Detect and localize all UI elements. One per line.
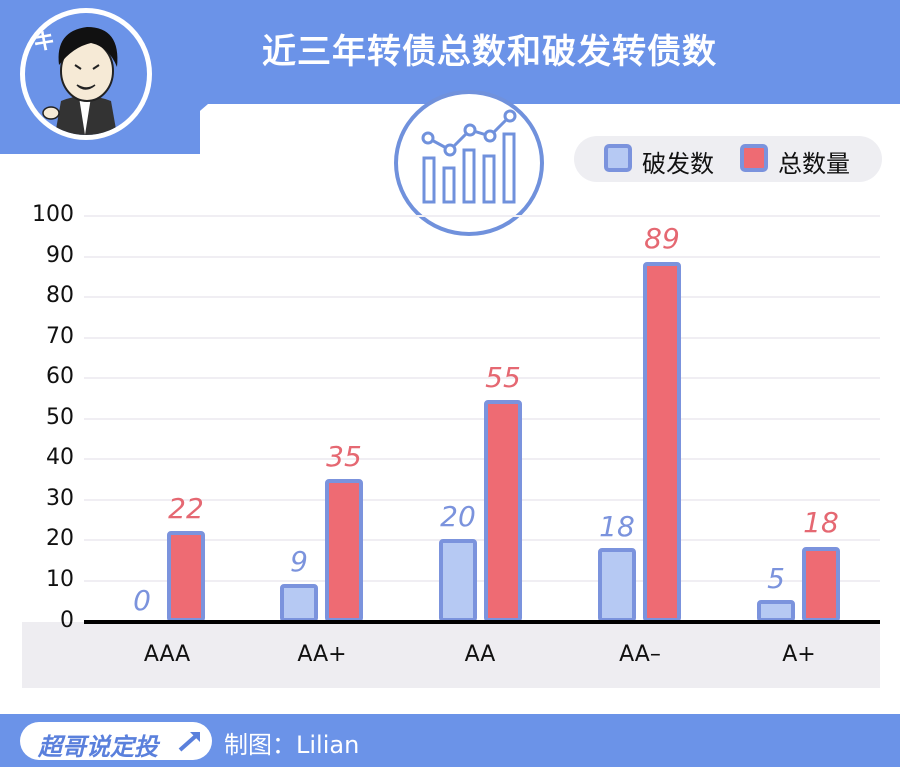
gridline-10 — [84, 580, 880, 582]
x-axis-band — [22, 622, 880, 688]
value-label-broken: 18 — [599, 510, 635, 543]
gridline-80 — [84, 296, 880, 298]
bar-total — [484, 400, 522, 622]
svg-text:キ: キ — [33, 30, 55, 55]
y-tick: 100 — [32, 202, 74, 227]
value-label-broken: 0 — [133, 584, 151, 617]
bar-total — [167, 531, 205, 622]
gridline-20 — [84, 539, 880, 541]
legend-swatch-total — [740, 144, 768, 172]
y-tick: 20 — [46, 526, 74, 551]
avatar: キ — [20, 8, 152, 140]
header-tab-slope — [150, 104, 208, 154]
y-tick: 30 — [46, 486, 74, 511]
y-tick: 10 — [46, 567, 74, 592]
trend-arrow-icon — [178, 732, 200, 752]
footer: 超哥说定投 制图：Lilian — [0, 714, 900, 767]
credit-text: 制图：Lilian — [224, 731, 360, 759]
value-label-total: 22 — [168, 492, 204, 525]
gridline-60 — [84, 377, 880, 379]
bar-line-chart-icon — [421, 109, 517, 204]
value-label-total: 89 — [644, 222, 680, 255]
x-axis-line — [84, 620, 880, 624]
gridline-70 — [84, 337, 880, 339]
y-tick: 80 — [46, 283, 74, 308]
legend: 破发数 总数量 — [574, 136, 882, 182]
legend-swatch-broken — [604, 144, 632, 172]
x-label: AA — [464, 642, 496, 667]
cartoon-person-icon: キ — [33, 27, 118, 135]
chart-badge — [394, 90, 544, 236]
x-label: A+ — [782, 642, 816, 667]
value-label-total: 35 — [326, 440, 362, 473]
gridline-100 — [84, 215, 880, 217]
legend-label-total: 总数量 — [778, 150, 850, 178]
x-label: AAA — [143, 642, 191, 667]
bar-broken — [757, 600, 795, 622]
y-tick: 70 — [46, 324, 74, 349]
chart-title: 近三年转债总数和破发转债数 — [262, 32, 717, 72]
y-tick: 50 — [46, 405, 74, 430]
bar-total — [643, 262, 681, 622]
bar-broken — [280, 584, 318, 622]
gridline-90 — [84, 256, 880, 258]
bar-broken — [598, 548, 636, 622]
y-tick: 40 — [46, 445, 74, 470]
gridline-40 — [84, 458, 880, 460]
bar-broken — [439, 539, 477, 622]
legend-label-broken: 破发数 — [642, 150, 714, 178]
value-label-total: 55 — [485, 361, 521, 394]
bar-total — [325, 479, 363, 622]
value-label-broken: 20 — [440, 500, 476, 533]
brand-name: 超哥说定投 — [38, 733, 158, 761]
gridline-50 — [84, 418, 880, 420]
value-label-total: 18 — [803, 506, 839, 539]
bar-total — [802, 547, 840, 622]
brand-badge: 超哥说定投 — [20, 722, 212, 761]
value-label-broken: 9 — [290, 545, 308, 578]
y-tick: 90 — [46, 243, 74, 268]
gridline-30 — [84, 499, 880, 501]
y-tick: 60 — [46, 364, 74, 389]
x-label: AA– — [619, 642, 661, 667]
value-label-broken: 5 — [767, 562, 785, 595]
y-tick: 0 — [60, 608, 74, 633]
x-label: AA+ — [297, 642, 347, 667]
